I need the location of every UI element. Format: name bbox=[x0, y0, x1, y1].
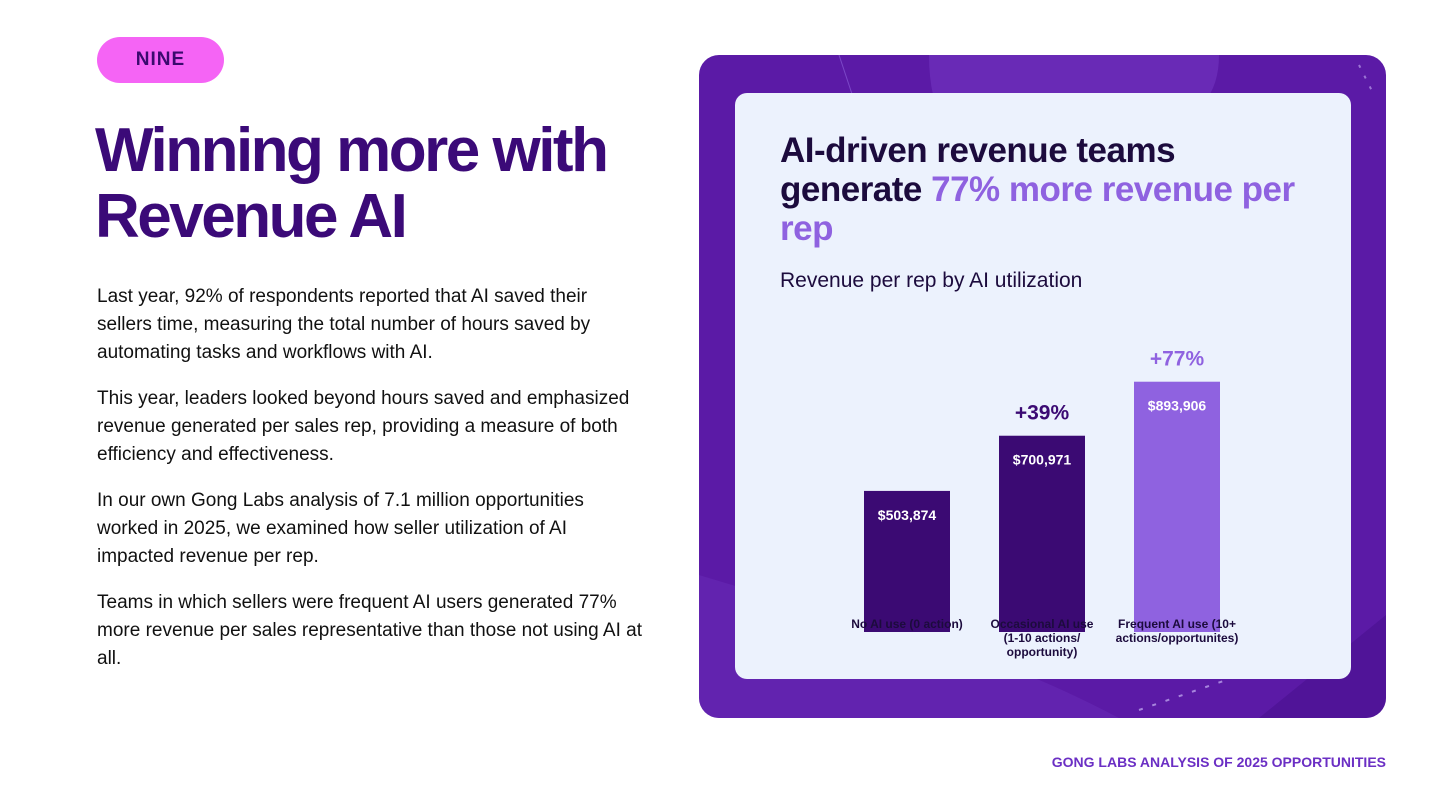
bar-1 bbox=[864, 490, 950, 632]
body-paragraph-4: Teams in which sellers were frequent AI … bbox=[97, 592, 642, 669]
footer-label: GONG LABS ANALYSIS OF 2025 OPPORTUNITIES bbox=[1051, 754, 1386, 770]
body-paragraph-1: Last year, 92% of respondents reported t… bbox=[97, 286, 591, 363]
bar-value-label-2: $700,971 bbox=[1013, 452, 1072, 468]
bar-chart: $503,874 No AI use (0 action) $700,971 +39%… bbox=[851, 348, 1239, 659]
page-title-line-2: Revenue AI bbox=[95, 182, 408, 251]
bar-3 bbox=[1134, 381, 1220, 632]
bar-change-label-3: +77% bbox=[1150, 348, 1205, 371]
section-badge: NINE bbox=[97, 37, 224, 83]
chart-card-title-highlight: 77% more revenue per rep bbox=[780, 170, 1295, 248]
page-title: Winning more with Revenue AI bbox=[95, 118, 655, 250]
bar-2 bbox=[999, 435, 1085, 632]
body-paragraph-2: This year, leaders looked beyond hours s… bbox=[97, 388, 630, 465]
chart-title: Revenue per rep by AI utilization bbox=[780, 269, 1083, 292]
bar-value-label-1: $503,874 bbox=[878, 507, 937, 523]
chart-panel: AI-driven revenue teams generate 77% mor… bbox=[699, 55, 1386, 718]
chart-card: AI-driven revenue teams generate 77% mor… bbox=[735, 93, 1351, 679]
body-paragraph-3: In our own Gong Labs analysis of 7.1 mil… bbox=[97, 490, 584, 567]
bar-change-label-2: +39% bbox=[1015, 402, 1070, 425]
category-label-2: Occasional AI use (1-10 actions/opportuni… bbox=[991, 617, 1094, 659]
body-copy: Last year, 92% of respondents reported t… bbox=[97, 283, 647, 691]
page-title-line-1: Winning more with bbox=[95, 116, 609, 185]
chart-card-title-main: AI-driven revenue teams generate bbox=[780, 131, 1176, 209]
category-label-1: No AI use (0 action) bbox=[851, 617, 963, 631]
section-badge-label: NINE bbox=[135, 49, 186, 70]
category-label-3: Frequent AI use (10+ actions/opportunites… bbox=[1116, 617, 1239, 645]
bar-value-label-3: $893,906 bbox=[1148, 398, 1207, 414]
chart-card-title: AI-driven revenue teams generate 77% mor… bbox=[780, 131, 1320, 248]
